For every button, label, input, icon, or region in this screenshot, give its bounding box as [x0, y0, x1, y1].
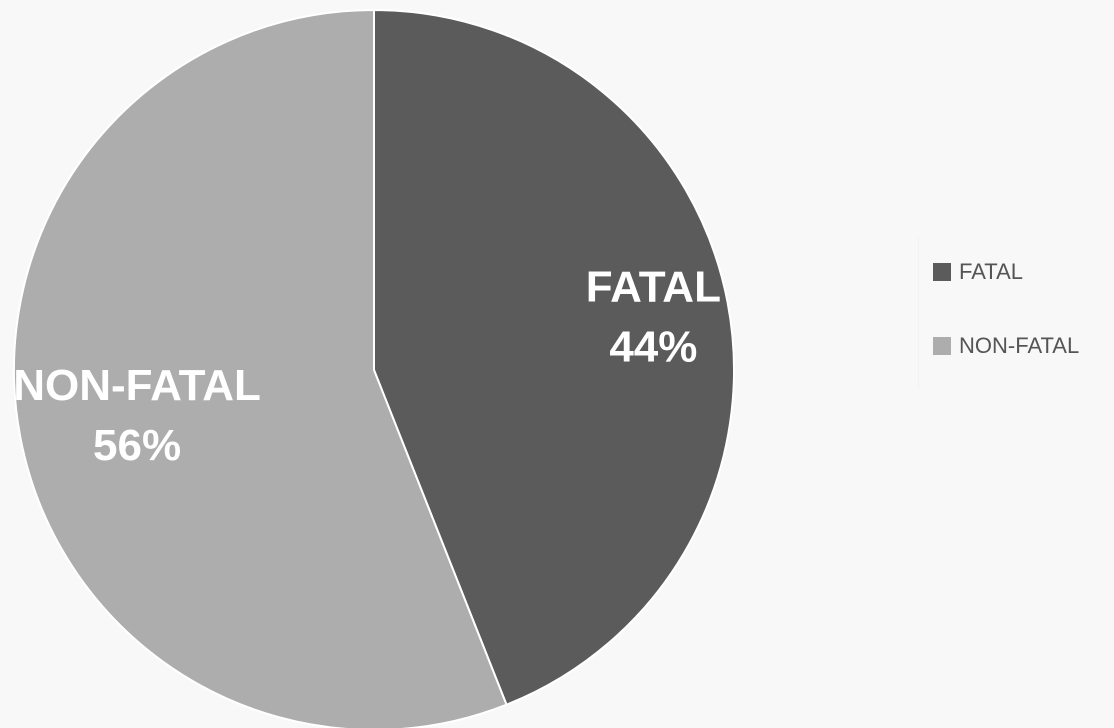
- slice-label-non-fatal: NON-FATAL: [13, 361, 261, 410]
- pie-slice-labels: FATAL 44% NON-FATAL 56%: [13, 263, 721, 470]
- legend-label-non-fatal: NON-FATAL: [959, 333, 1080, 358]
- slice-label-fatal: FATAL: [586, 263, 721, 312]
- pie-slices: [13, 8, 735, 728]
- legend-item-non-fatal: NON-FATAL: [933, 333, 1079, 359]
- legend-swatch-non-fatal: [933, 337, 951, 355]
- legend-label-fatal: FATAL: [959, 259, 1023, 284]
- slice-value-label-non-fatal: 56%: [93, 421, 181, 470]
- slice-value-label-fatal: 44%: [609, 323, 697, 372]
- legend-item-fatal: FATAL: [933, 259, 1023, 285]
- legend-swatch-fatal: [933, 263, 951, 281]
- pie-slice-non-fatal: [13, 8, 508, 728]
- legend: FATAL NON-FATAL: [918, 237, 1114, 388]
- pie-slice-fatal: [373, 8, 735, 707]
